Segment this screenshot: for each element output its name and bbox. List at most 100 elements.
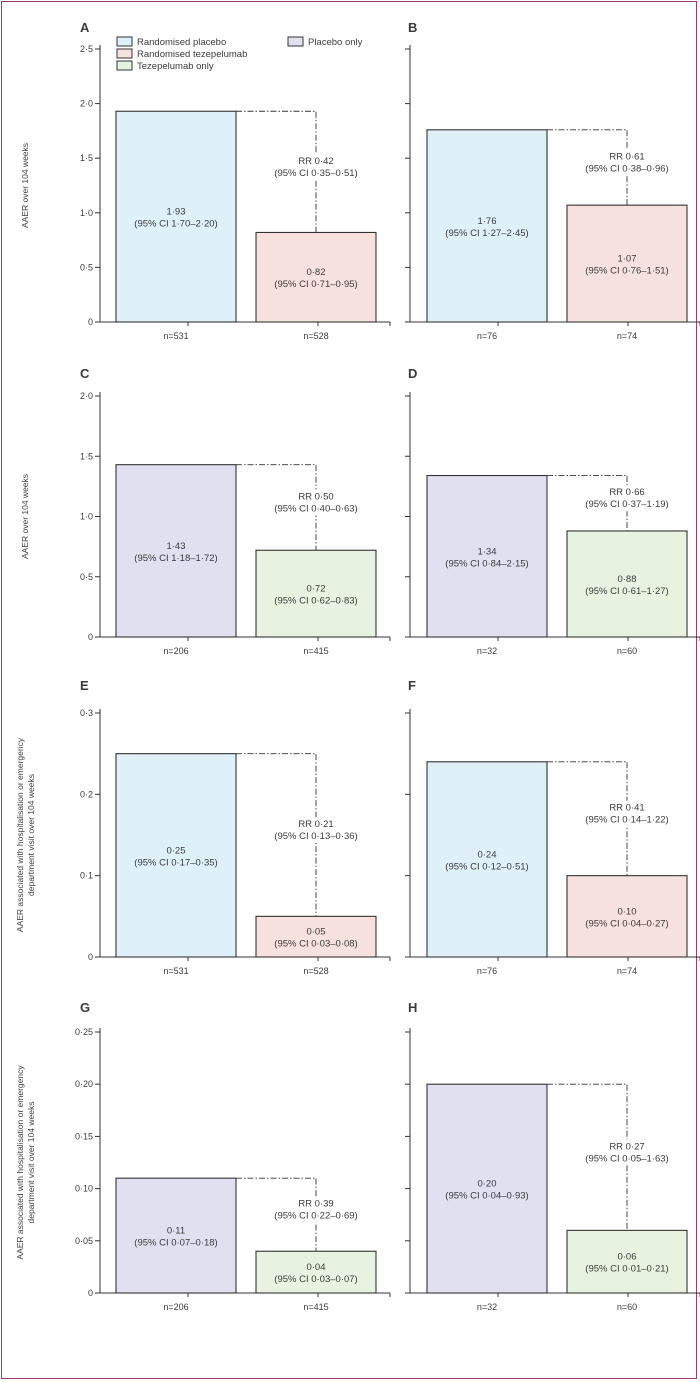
panel-letter: G: [80, 1000, 90, 1015]
rr-label-bg: [264, 153, 368, 180]
bar-value-label: 0·24: [477, 849, 496, 860]
rr-label-bg: [575, 485, 679, 512]
bar: [566, 204, 688, 323]
bar-value-label: 0·25: [166, 845, 185, 856]
rr-ci-label: (95% CI 0·40–0·63): [274, 503, 357, 514]
bar-value-label: 0·10: [617, 906, 636, 917]
x-category-label: n=531: [163, 966, 188, 976]
rr-ci-label: (95% CI 0·22–0·69): [274, 1211, 357, 1222]
bar: [255, 915, 377, 958]
x-category-label: n=60: [617, 1302, 637, 1312]
bar-value-label: 0·72: [306, 584, 325, 595]
y-tick-label: 0·3: [80, 708, 93, 718]
panel-letter: B: [408, 20, 417, 35]
panel-e: E 0 0·1 0·2 0·3 AAER associated with hospital…: [15, 678, 391, 976]
bar-value-label: 0·05: [306, 927, 325, 938]
rr-label: RR 0·41: [609, 803, 644, 814]
y-tick-label: 0: [88, 952, 93, 962]
y-tick-label: 1·5: [80, 451, 93, 461]
bar-ci-label: (95% CI 1·18–1·72): [134, 553, 217, 564]
panel-letter: E: [80, 678, 89, 693]
y-tick-label: 0·05: [75, 1236, 93, 1246]
bar-value-label: 0·11: [167, 1226, 185, 1237]
bar-ci-label: (95% CI 1·70–2·20): [134, 219, 217, 230]
rr-label-bg: [575, 800, 679, 827]
bar-ci-label: (95% CI 0·71–0·95): [274, 279, 357, 290]
legend: Randomised placebo Placebo only Randomised…: [116, 36, 363, 72]
x-category-label: n=60: [617, 646, 637, 656]
panel-g: G 0 0·05 0·10 0·15 0·20 0·25 AAER associated wi…: [15, 1000, 391, 1312]
rr-label-bg: [575, 149, 679, 176]
y-tick-label: 2·0: [80, 99, 93, 109]
bar: [115, 753, 237, 958]
rr-ci-label: (95% CI 0·05–1·63): [585, 1153, 668, 1164]
x-category-label: n=206: [163, 1302, 188, 1312]
bar: [115, 1177, 237, 1294]
bar-ci-label: (95% CI 0·12–0·51): [445, 861, 528, 872]
rr-label-bg: [264, 817, 368, 843]
rr-label-bg: [264, 1196, 368, 1223]
bar-value-label: 1·34: [477, 546, 496, 557]
bar-ci-label: (95% CI 0·03–0·07): [274, 1274, 357, 1285]
rr-label: RR 0·61: [609, 151, 644, 162]
rr-bracket: [236, 110, 317, 233]
rr-ci-label: (95% CI 0·38–0·96): [585, 163, 668, 174]
bar: [566, 530, 688, 638]
panel-letter: H: [408, 1000, 417, 1015]
x-category-label: n=206: [163, 646, 188, 656]
panel-letter: A: [80, 20, 90, 35]
rr-label-bg: [575, 1139, 679, 1166]
bar-value-label: 1·76: [477, 216, 496, 227]
rr-bracket: [547, 475, 628, 531]
rr-label-bg: [264, 489, 368, 516]
x-category-label: n=531: [163, 331, 188, 341]
bar-value-label: 0·82: [306, 267, 325, 278]
bar: [115, 464, 237, 638]
panel-d: D1·34(95% CI 0·84–2·15)n=320·88(95% CI 0…: [405, 366, 700, 656]
y-tick-label: 1·5: [80, 153, 93, 163]
bar-ci-label: (95% CI 0·04–0·93): [445, 1191, 528, 1202]
y-tick-label: 0: [88, 317, 93, 327]
y-axis-title: department visit over 104 weeks: [26, 1102, 36, 1224]
y-tick-label: 0: [88, 632, 93, 642]
panel-f: F0·24(95% CI 0·12–0·51)n=760·10(95% CI 0…: [405, 678, 700, 976]
bar-ci-label: (95% CI 0·01–0·21): [585, 1264, 668, 1275]
rr-bracket: [547, 1083, 628, 1231]
y-tick-label: 0·20: [75, 1079, 93, 1089]
bar-ci-label: (95% CI 0·04–0·27): [585, 918, 668, 929]
bar: [426, 1083, 548, 1294]
rr-label: RR 0·66: [609, 487, 644, 498]
x-category-label: n=528: [303, 966, 328, 976]
bar-ci-label: (95% CI 0·84–2·15): [445, 558, 528, 569]
bar-value-label: 0·06: [617, 1252, 636, 1263]
rr-bracket: [236, 464, 317, 551]
y-tick-label: 0: [88, 1288, 93, 1298]
bar: [115, 110, 237, 323]
panel-b: B1·76(95% CI 1·27–2·45)n=761·07(95% CI 0…: [405, 20, 700, 341]
rr-label: RR 0·27: [609, 1141, 644, 1152]
y-tick-label: 0·5: [80, 262, 93, 272]
y-axis-title: AAER associated with hospitalisation or …: [15, 737, 25, 932]
bar-ci-label: (95% CI 1·27–2·45): [445, 228, 528, 239]
bar: [255, 549, 377, 638]
rr-ci-label: (95% CI 0·14–1·22): [585, 815, 668, 826]
rr-bracket: [547, 129, 628, 206]
legend-swatch: [287, 36, 304, 47]
rr-bracket: [236, 753, 317, 917]
bar-value-label: 0·88: [617, 574, 636, 585]
rr-bracket: [236, 1177, 317, 1252]
rr-bracket: [547, 761, 628, 876]
legend-label: Randomised tezepelumab: [137, 49, 247, 60]
bar-ci-label: (95% CI 0·62–0·83): [274, 596, 357, 607]
y-tick-label: 1·0: [80, 208, 93, 218]
bar-value-label: 0·04: [306, 1262, 325, 1273]
bar-ci-label: (95% CI 0·61–1·27): [585, 586, 668, 597]
panel-a: A 0 0·5 1·0 1·5 2·0 2·5 AAER over 104 weeks 1·93…: [20, 20, 391, 341]
y-tick-label: 1·0: [80, 512, 93, 522]
bar-ci-label: (95% CI 0·03–0·08): [274, 939, 357, 950]
bar-ci-label: (95% CI 0·76–1·51): [585, 266, 668, 277]
bar: [426, 761, 548, 958]
bar-ci-label: (95% CI 0·07–0·18): [134, 1238, 217, 1249]
